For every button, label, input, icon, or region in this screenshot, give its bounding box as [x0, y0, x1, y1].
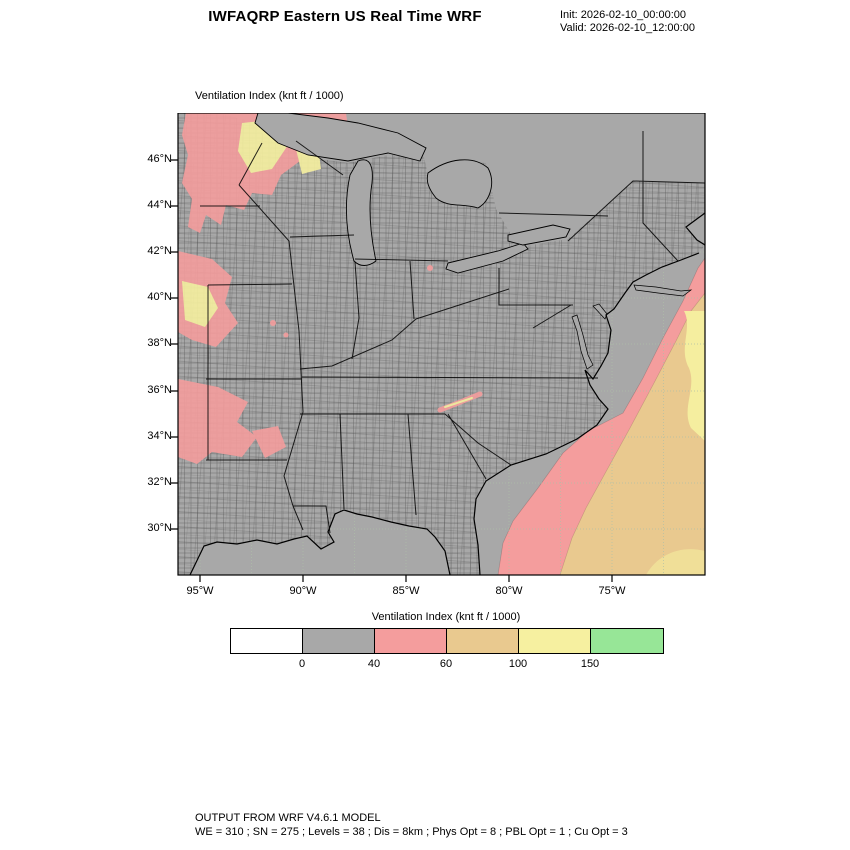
lat-tick-label: 36°N: [147, 384, 172, 396]
lake-erie: [445, 242, 529, 274]
chesapeake-bay: [571, 314, 594, 370]
init-time: Init: 2026-02-10_00:00:00: [560, 9, 686, 21]
model-info-line2: WE = 310 ; SN = 275 ; Levels = 38 ; Dis …: [195, 826, 628, 838]
colorbar-segment: [519, 629, 591, 653]
colorbar-title: Ventilation Index (knt ft / 1000): [371, 611, 521, 623]
colorbar-tick: 0: [298, 658, 306, 670]
offshore-tan-region: [559, 292, 705, 575]
offshore-yellow-region: [684, 311, 705, 441]
colorbar-segment: [303, 629, 375, 653]
offshore-yellow-corner: [646, 549, 705, 575]
model-info-line1: OUTPUT FROM WRF V4.6.1 MODEL: [195, 812, 381, 824]
colorbar-segment: [447, 629, 519, 653]
colorbar-tick: 150: [580, 658, 600, 670]
appalachian-ridge-yellow: [444, 397, 473, 408]
lon-tick-label: 95°W: [186, 585, 214, 597]
lon-tick-label: 90°W: [289, 585, 317, 597]
colorbar-tick: 40: [367, 658, 381, 670]
lat-tick-label: 38°N: [147, 337, 172, 349]
lake-michigan: [346, 159, 377, 266]
wrf-map: [171, 113, 706, 582]
colorbar-segment: [231, 629, 303, 653]
colorbar-tick: 60: [439, 658, 453, 670]
michigan-pink-speck: [427, 265, 433, 271]
missouri-pink-speck-2: [283, 332, 289, 338]
missouri-pink-speck: [270, 320, 276, 326]
colorbar-segment: [591, 629, 663, 653]
colorbar: [230, 628, 664, 654]
arkansas-pink-2: [252, 426, 286, 458]
coastline: [189, 212, 705, 575]
lat-tick-label: 42°N: [147, 245, 172, 257]
valid-time: Valid: 2026-02-10_12:00:00: [560, 22, 695, 34]
lat-tick-label: 30°N: [147, 522, 172, 534]
lake-huron: [426, 159, 492, 209]
lon-tick-label: 85°W: [392, 585, 420, 597]
lake-superior: [254, 113, 427, 162]
run-times: Init: 2026-02-10_00:00:00 Valid: 2026-02…: [560, 9, 695, 35]
west-edge-yellow: [182, 281, 218, 327]
state-borders: [200, 131, 705, 534]
colorbar-segment: [375, 629, 447, 653]
lat-tick-label: 44°N: [147, 199, 172, 211]
long-island: [633, 284, 693, 297]
lat-tick-label: 40°N: [147, 291, 172, 303]
lon-tick-label: 75°W: [598, 585, 626, 597]
great-lakes: [254, 113, 571, 274]
map-field-label: Ventilation Index (knt ft / 1000): [195, 90, 344, 102]
lat-tick-label: 46°N: [147, 153, 172, 165]
lat-tick-label: 32°N: [147, 476, 172, 488]
axis-tick-marks: [171, 159, 613, 582]
lon-tick-label: 80°W: [495, 585, 523, 597]
colorbar-tick-labels: 0 40 60 100 150: [230, 658, 662, 672]
lat-tick-label: 34°N: [147, 430, 172, 442]
model-info: OUTPUT FROM WRF V4.6.1 MODEL WE = 310 ; …: [195, 811, 628, 839]
lake-ontario: [507, 224, 571, 246]
arkansas-pink: [178, 379, 257, 464]
delaware-bay: [592, 303, 608, 320]
page-title: IWFAQRP Eastern US Real Time WRF: [208, 8, 482, 25]
upper-midwest-pink: [182, 113, 348, 233]
colorbar-tick: 100: [508, 658, 528, 670]
